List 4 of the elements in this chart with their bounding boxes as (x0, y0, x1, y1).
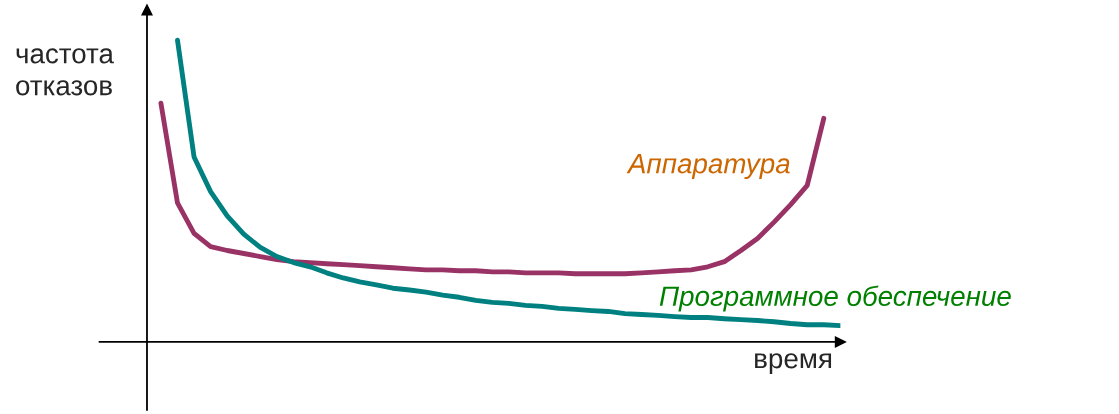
y-axis-title: частота отказов (16, 48, 114, 96)
x-axis-title: время (755, 353, 832, 374)
series-label: Аппаратура (626, 154, 790, 179)
series-label: Программное обеспечение (659, 285, 1011, 312)
